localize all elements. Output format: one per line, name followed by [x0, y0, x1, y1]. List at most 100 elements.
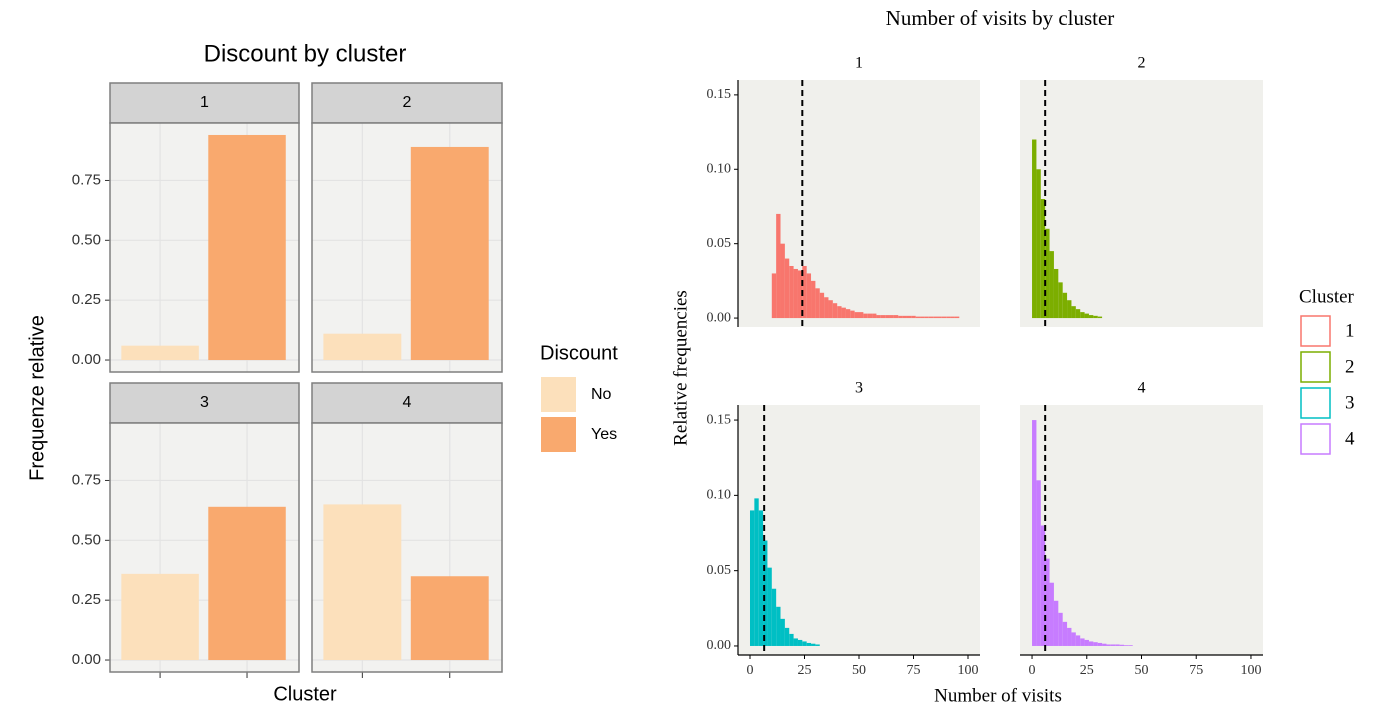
histogram-bar	[1053, 268, 1059, 319]
y-tick-label: 0.15	[707, 87, 732, 102]
histogram-bar	[806, 273, 812, 319]
legend-key	[1300, 351, 1331, 383]
y-tick-label: 0.05	[707, 563, 732, 578]
histogram-bar	[815, 288, 820, 319]
bar	[410, 146, 489, 361]
histogram-bar	[889, 315, 894, 319]
histogram-bar	[859, 312, 864, 319]
bar	[410, 576, 489, 661]
histogram-bar	[1119, 644, 1124, 646]
y-tick-label: 0.15	[707, 412, 732, 427]
legend-title: Discount	[540, 342, 618, 364]
legend-label: No	[591, 386, 612, 403]
bar	[121, 573, 199, 661]
legend-key	[541, 417, 576, 452]
histogram-bar	[876, 315, 881, 319]
x-axis-label: Cluster	[273, 683, 337, 705]
histogram-bar	[1049, 582, 1054, 646]
histogram-bar	[758, 510, 764, 646]
x-tick-label: 0	[1029, 663, 1036, 678]
histogram-bar	[802, 641, 807, 646]
histogram-bar	[1128, 645, 1133, 646]
histogram-bar	[1032, 420, 1037, 646]
histogram-bar	[1062, 292, 1068, 319]
histogram-bar	[776, 606, 781, 646]
legend-title: Cluster	[1299, 286, 1355, 307]
legend-label: 3	[1345, 392, 1355, 413]
histogram-bar	[1084, 639, 1089, 646]
histogram-bar	[1049, 251, 1054, 319]
histogram-bar	[885, 315, 890, 319]
histogram-bar	[1102, 643, 1107, 646]
histogram-bar	[767, 567, 772, 646]
bar	[323, 333, 402, 361]
histogram-bar	[898, 315, 903, 319]
histogram-bar	[1110, 644, 1116, 646]
x-tick-label: 50	[1135, 663, 1149, 678]
y-tick-label: 0.00	[72, 651, 101, 668]
histogram-bar	[1067, 300, 1072, 319]
histogram-bar	[1036, 169, 1041, 319]
histogram-bar	[841, 307, 846, 319]
histogram-bar	[797, 639, 803, 646]
histogram-bar	[928, 316, 934, 319]
histogram-bar	[1045, 558, 1050, 646]
histogram-bar	[1058, 612, 1063, 646]
histogram-bar	[1062, 621, 1068, 646]
histogram-bar	[1036, 480, 1041, 646]
bar	[208, 134, 286, 361]
histogram-bar	[763, 540, 768, 646]
strip	[109, 82, 300, 124]
histogram-bar	[863, 313, 868, 319]
x-tick-label: 100	[1240, 663, 1261, 678]
histogram-bar	[1106, 644, 1111, 646]
y-tick-label: 0.00	[707, 638, 732, 653]
x-tick-label: 100	[958, 663, 979, 678]
histogram-bar	[1040, 199, 1046, 319]
histogram-bar	[867, 313, 873, 319]
histogram-bar	[1088, 315, 1094, 319]
histogram-bar	[771, 588, 777, 646]
histogram-bar	[789, 265, 794, 319]
histogram-bar	[832, 303, 838, 319]
legend-key	[1300, 423, 1331, 455]
bar	[323, 504, 402, 661]
strip-label: 3	[200, 394, 209, 411]
histogram-bar	[815, 644, 820, 646]
x-tick-label: 25	[797, 663, 811, 678]
legend-label: 4	[1345, 428, 1355, 449]
strip-label: 1	[855, 55, 863, 72]
histogram-bar	[1075, 635, 1081, 646]
panel-border	[311, 122, 503, 373]
histogram-bar	[937, 316, 942, 319]
strip-label: 3	[855, 380, 863, 397]
histogram-bar	[924, 316, 929, 319]
strip-label: 4	[1138, 380, 1146, 397]
histogram-bar	[1097, 316, 1103, 319]
x-tick-label: 25	[1080, 663, 1094, 678]
y-axis-label: Frequenze relative	[26, 315, 48, 481]
legend-key	[541, 377, 576, 412]
panel-border	[109, 122, 300, 373]
histogram-bar	[780, 618, 785, 646]
x-tick-label: 75	[907, 663, 921, 678]
strip-label: 1	[200, 94, 209, 111]
x-tick-label: 75	[1189, 663, 1203, 678]
histogram-bar	[1071, 306, 1076, 319]
histogram-bar	[915, 316, 921, 319]
histogram-bar	[1080, 638, 1085, 646]
bar	[121, 345, 199, 361]
histogram-bar	[845, 309, 851, 319]
legend-label: 1	[1345, 320, 1355, 341]
legend-label: 2	[1345, 356, 1355, 377]
histogram-bar	[1045, 228, 1050, 319]
histogram-bar	[797, 270, 803, 319]
histogram-bar	[950, 316, 955, 319]
histogram-bar	[1071, 632, 1076, 646]
histogram-bar	[784, 258, 790, 319]
bar	[208, 506, 286, 661]
legend-key	[1300, 315, 1331, 347]
histogram-bar	[1093, 642, 1098, 646]
histogram-bar	[776, 213, 781, 319]
